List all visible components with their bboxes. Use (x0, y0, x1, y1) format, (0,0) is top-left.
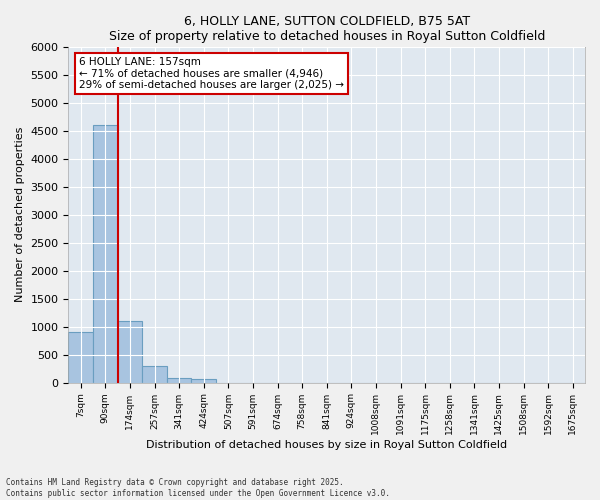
Bar (142, 366, 167, 382)
Bar (167, 378, 191, 382)
Bar (93, 126, 118, 382)
Text: Contains HM Land Registry data © Crown copyright and database right 2025.
Contai: Contains HM Land Registry data © Crown c… (6, 478, 390, 498)
Bar (68, 332, 93, 382)
Bar (118, 321, 142, 382)
Title: 6, HOLLY LANE, SUTTON COLDFIELD, B75 5AT
Size of property relative to detached h: 6, HOLLY LANE, SUTTON COLDFIELD, B75 5AT… (109, 15, 545, 43)
X-axis label: Distribution of detached houses by size in Royal Sutton Coldfield: Distribution of detached houses by size … (146, 440, 507, 450)
Y-axis label: Number of detached properties: Number of detached properties (15, 127, 25, 302)
Text: 6 HOLLY LANE: 157sqm
← 71% of detached houses are smaller (4,946)
29% of semi-de: 6 HOLLY LANE: 157sqm ← 71% of detached h… (79, 57, 344, 90)
Bar (191, 379, 216, 382)
